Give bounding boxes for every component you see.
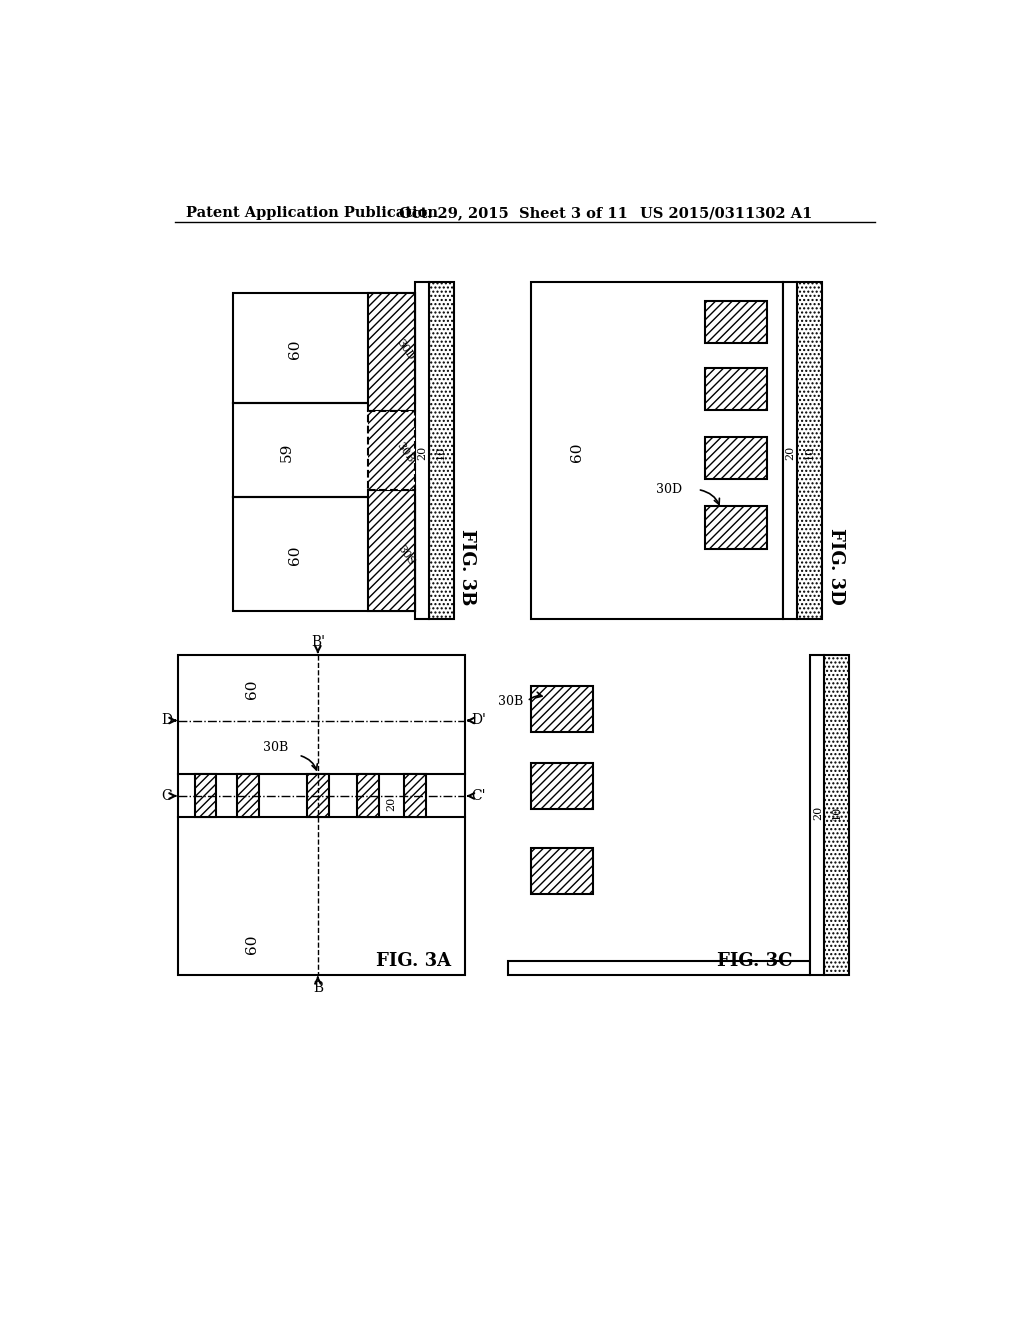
- Text: 20: 20: [386, 796, 396, 810]
- Text: 30B: 30B: [395, 441, 416, 465]
- Text: 20: 20: [418, 445, 427, 459]
- Bar: [307, 775, 329, 817]
- Bar: [238, 775, 259, 817]
- Bar: [810, 655, 824, 974]
- Text: 10: 10: [436, 445, 446, 459]
- Text: C: C: [162, 789, 172, 803]
- Text: C': C': [471, 789, 485, 803]
- Text: 59: 59: [280, 442, 294, 462]
- Text: FIG. 3D: FIG. 3D: [826, 528, 845, 605]
- Bar: [178, 655, 465, 974]
- Text: FIG. 3C: FIG. 3C: [717, 952, 793, 970]
- Bar: [531, 847, 593, 894]
- Text: 60: 60: [288, 339, 302, 359]
- Bar: [357, 775, 379, 817]
- Bar: [797, 281, 821, 619]
- Text: 60: 60: [245, 935, 259, 953]
- Text: 20: 20: [785, 445, 796, 459]
- Text: 30D: 30D: [656, 483, 682, 496]
- Text: US 2015/0311302 A1: US 2015/0311302 A1: [640, 206, 812, 220]
- Text: D: D: [161, 714, 172, 727]
- Bar: [706, 368, 767, 411]
- Bar: [783, 281, 797, 619]
- Text: Oct. 29, 2015  Sheet 3 of 11: Oct. 29, 2015 Sheet 3 of 11: [399, 206, 628, 220]
- Bar: [429, 281, 454, 619]
- Bar: [706, 437, 767, 479]
- Bar: [232, 293, 415, 404]
- Text: 60: 60: [570, 442, 585, 462]
- Bar: [508, 961, 810, 974]
- Text: B: B: [312, 981, 323, 995]
- Text: 10: 10: [831, 805, 842, 820]
- Text: B': B': [311, 635, 325, 649]
- Text: Patent Application Publication: Patent Application Publication: [186, 206, 438, 220]
- Bar: [824, 655, 849, 974]
- Bar: [403, 775, 426, 817]
- Bar: [706, 301, 767, 343]
- Bar: [531, 763, 593, 809]
- Bar: [531, 281, 783, 619]
- Text: FIG. 3B: FIG. 3B: [459, 528, 476, 605]
- Text: 20: 20: [813, 805, 822, 820]
- Text: 10: 10: [804, 445, 814, 459]
- Text: 30D: 30D: [394, 337, 416, 362]
- Text: 60: 60: [288, 546, 302, 565]
- Text: 30B: 30B: [262, 741, 288, 754]
- Bar: [706, 507, 767, 549]
- Bar: [195, 775, 216, 817]
- Bar: [369, 293, 415, 411]
- Bar: [232, 498, 415, 611]
- Text: 30B: 30B: [498, 694, 523, 708]
- Text: FIG. 3A: FIG. 3A: [376, 952, 452, 970]
- Bar: [531, 686, 593, 733]
- Bar: [369, 411, 415, 490]
- Bar: [415, 281, 429, 619]
- Text: 60: 60: [245, 680, 259, 700]
- Bar: [369, 490, 415, 611]
- Text: 30S: 30S: [395, 544, 416, 568]
- Text: D': D': [471, 714, 486, 727]
